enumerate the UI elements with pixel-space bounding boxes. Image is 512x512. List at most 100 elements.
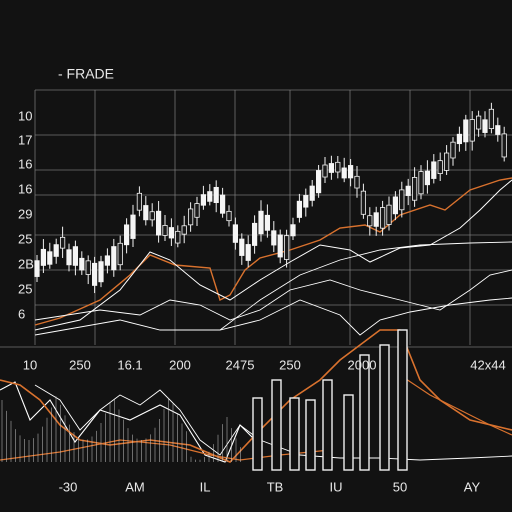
- left-label: 25: [18, 231, 32, 246]
- bottom-label: IL: [200, 479, 211, 494]
- candle: [322, 164, 328, 178]
- bar: [289, 397, 300, 471]
- candle: [373, 212, 379, 227]
- candle: [367, 215, 373, 227]
- candle: [463, 119, 469, 143]
- candle: [482, 119, 488, 133]
- left-label: 2B: [18, 256, 34, 271]
- candle: [66, 249, 72, 266]
- bar: [252, 397, 263, 471]
- bottom-label: AY: [464, 479, 481, 494]
- middle-label: 2000: [348, 357, 377, 372]
- candle: [475, 115, 482, 130]
- candle: [450, 141, 456, 159]
- bottom-label: -30: [59, 479, 78, 494]
- middle-label: 16.1: [117, 357, 142, 372]
- candle: [296, 200, 303, 218]
- candle: [162, 225, 168, 236]
- candle: [79, 257, 85, 271]
- candle: [200, 194, 206, 206]
- title: - FRADE: [58, 66, 114, 82]
- middle-label: 42x44: [470, 357, 505, 372]
- bar: [343, 394, 354, 471]
- candle: [335, 161, 341, 173]
- candle: [411, 177, 418, 201]
- left-label: 25: [18, 281, 32, 296]
- candle: [98, 261, 104, 283]
- bar: [322, 379, 333, 471]
- middle-label: 200: [169, 357, 191, 372]
- candle: [239, 238, 245, 256]
- candle: [437, 160, 443, 174]
- candle: [72, 246, 78, 266]
- candle: [130, 214, 136, 239]
- candle: [53, 244, 59, 257]
- candle: [213, 186, 219, 203]
- candle: [341, 167, 347, 179]
- candle: [424, 170, 431, 186]
- candle: [431, 161, 437, 179]
- candle: [149, 211, 155, 221]
- line: [399, 374, 512, 436]
- candle: [379, 207, 386, 229]
- left-label: 16: [18, 181, 32, 196]
- candle: [117, 242, 123, 266]
- candle: [347, 165, 354, 179]
- candle: [136, 192, 142, 211]
- middle-label: 250: [279, 357, 301, 372]
- candle: [219, 194, 226, 214]
- candle: [392, 196, 399, 215]
- candle: [264, 214, 271, 231]
- candle: [232, 224, 238, 243]
- candle: [501, 133, 507, 158]
- middle-label: 10: [23, 357, 37, 372]
- left-label: 17: [18, 132, 32, 147]
- bottom-label: IU: [330, 479, 343, 494]
- bars: [1, 329, 408, 471]
- candle: [405, 185, 411, 196]
- candle: [245, 244, 251, 261]
- left-label: 29: [18, 206, 32, 221]
- bar: [397, 329, 408, 471]
- bar: [379, 344, 390, 471]
- candle: [85, 260, 91, 275]
- candle: [283, 235, 290, 260]
- candle: [181, 225, 187, 235]
- left-label: 6: [18, 306, 25, 321]
- candle: [168, 227, 174, 239]
- bar: [271, 379, 282, 471]
- candle: [40, 248, 47, 266]
- candle: [207, 191, 213, 202]
- line: [34, 179, 512, 331]
- line: [219, 241, 512, 331]
- candle: [271, 230, 277, 246]
- line: [0, 381, 256, 463]
- middle-label: 2475: [226, 357, 255, 372]
- candle: [226, 210, 232, 222]
- candle: [456, 133, 463, 145]
- candle: [258, 210, 264, 235]
- candle: [277, 234, 283, 258]
- candle: [315, 170, 322, 194]
- candle: [303, 195, 309, 208]
- line: [34, 297, 512, 336]
- left-label: 10: [18, 108, 32, 123]
- candle: [92, 262, 98, 286]
- candle: [34, 260, 40, 277]
- candle: [399, 189, 405, 211]
- bottom-label: 50: [393, 479, 407, 494]
- candle: [104, 255, 110, 266]
- bar: [359, 354, 370, 471]
- candle: [111, 246, 117, 271]
- candle: [60, 236, 66, 249]
- candle: [495, 125, 501, 135]
- candle: [290, 224, 296, 237]
- candles: [34, 102, 507, 294]
- candle: [187, 208, 194, 226]
- candle: [354, 175, 360, 189]
- candle: [469, 119, 475, 142]
- bottom-label: AM: [125, 479, 145, 494]
- candle: [175, 230, 181, 244]
- candle: [488, 108, 495, 129]
